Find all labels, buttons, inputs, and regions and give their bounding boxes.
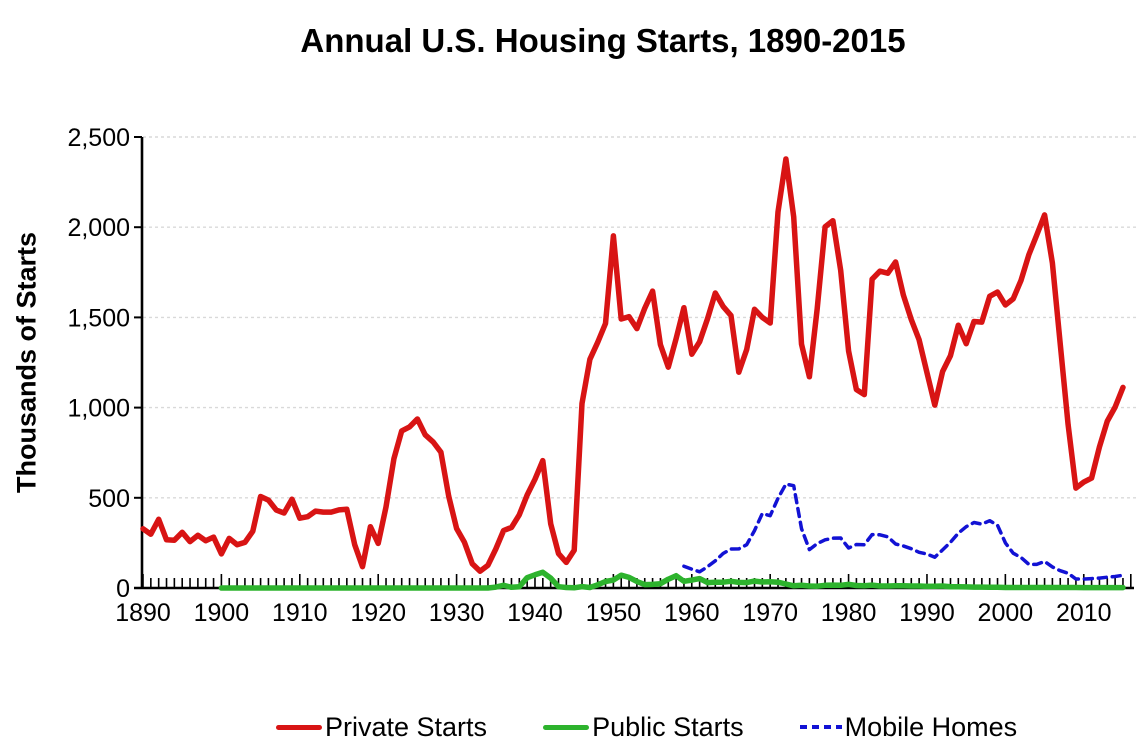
x-tick-label: 2010 [1056,599,1112,627]
x-tick-label: 1960 [664,599,720,627]
x-tick-label: 1920 [350,599,406,627]
y-tick-label: 1,000 [67,395,130,423]
y-tick-label: 500 [88,485,130,513]
y-tick-label: 2,500 [67,124,130,152]
chart-title: Annual U.S. Housing Starts, 1890-2015 [300,22,906,59]
legend-label: Mobile Homes [844,712,1018,742]
x-tick-label: 1890 [115,599,171,627]
x-tick-label: 1940 [507,599,563,627]
x-tick-label: 1900 [194,599,250,627]
x-tick-label: 1980 [821,599,877,627]
x-tick-label: 1930 [429,599,485,627]
series-line-private-starts [140,156,1126,574]
series-line-mobile-homes [682,482,1125,581]
legend-solid-line-sample [543,724,590,730]
chart-legend: Private Starts Public Starts Mobile Homes [276,710,1017,744]
legend-label: Public Starts [592,712,744,742]
x-tick-label: 1970 [742,599,798,627]
legend-item-public-starts: Public Starts [543,711,744,743]
legend-dashed-line-sample [799,725,842,729]
legend-item-private-starts: Private Starts [276,711,487,743]
legend-solid-line-sample [276,724,322,730]
x-tick-label: 1910 [272,599,328,627]
y-tick-label: 2,000 [67,214,130,242]
x-tick-label: 1950 [586,599,642,627]
y-tick-label: 1,500 [67,304,130,332]
y-tick-label: 0 [116,575,130,603]
series-line-public-starts [218,569,1126,591]
legend-item-mobile-homes: Mobile Homes [799,711,1018,743]
x-tick-label: 2000 [978,599,1034,627]
legend-label: Private Starts [325,712,488,742]
x-tick-label: 1990 [899,599,955,627]
